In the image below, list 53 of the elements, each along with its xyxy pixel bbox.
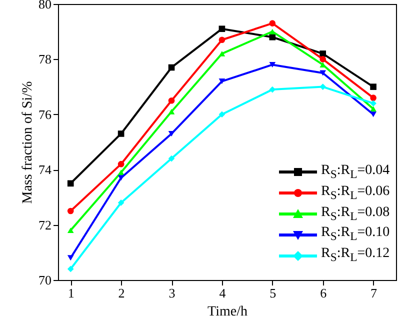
point (218, 78, 226, 84)
point (218, 26, 226, 32)
point (67, 255, 74, 261)
point (370, 100, 376, 107)
point (168, 108, 175, 114)
y-tick-label: 76 (38, 106, 52, 122)
y-tick-label: 70 (38, 272, 52, 288)
point (320, 56, 326, 62)
legend-label: R$_{S}$:R$_{L}$=0.04 (321, 162, 390, 183)
point (320, 84, 326, 90)
legend-label: R$_{S}$:R$_{L}$=0.12 (321, 245, 390, 266)
point (168, 130, 175, 136)
x-tick-label: 1 (68, 286, 74, 300)
y-tick-label: 78 (38, 52, 52, 67)
point (168, 97, 175, 104)
point (67, 228, 74, 234)
x-tick-label: 6 (320, 286, 328, 300)
point (269, 28, 276, 34)
point (67, 266, 74, 272)
x-tick-label: 4 (219, 286, 226, 300)
x-tick-label: 2 (118, 286, 125, 300)
x-axis-title: Time/h (208, 304, 248, 320)
point (370, 106, 376, 112)
point (269, 86, 276, 93)
point (168, 64, 175, 71)
point (118, 130, 124, 137)
point (269, 62, 276, 68)
x-tick-label: 5 (270, 286, 276, 300)
y-tick-label: 74 (38, 162, 52, 178)
legend-label: R$_{S}$:R$_{L}$=0.08 (321, 204, 390, 224)
y-axis-title: Mass fraction of Si/% (20, 80, 36, 204)
point (67, 208, 74, 214)
y-tick-label: 72 (38, 217, 52, 232)
point (269, 34, 276, 40)
point (218, 50, 226, 56)
point (320, 70, 326, 76)
legend-label: R$_{S}$:R$_{L}$=0.10 (321, 224, 390, 246)
point (118, 175, 124, 181)
point (370, 94, 376, 101)
point (67, 180, 74, 187)
point (370, 84, 376, 90)
point (218, 36, 226, 44)
x-tick-label: 7 (370, 286, 378, 300)
point (269, 20, 276, 26)
point (118, 160, 124, 168)
point (168, 155, 175, 162)
y-tick-label: 80 (38, 0, 52, 12)
point (118, 170, 124, 176)
point (118, 200, 124, 206)
point (320, 50, 326, 57)
x-tick-label: 3 (168, 286, 176, 300)
legend-label: R$_{S}$:R$_{L}$=0.06 (321, 182, 390, 204)
point (218, 111, 226, 118)
